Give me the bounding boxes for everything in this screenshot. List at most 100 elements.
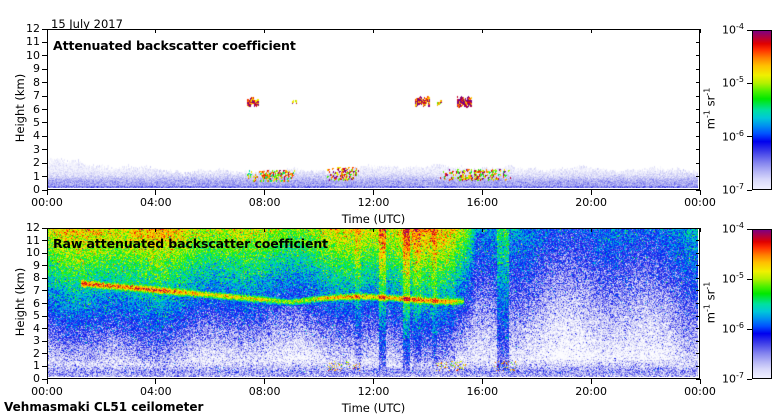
y-tick-right-8 [696,82,700,84]
x-tick-6 [699,190,701,195]
y-tick-6 [42,109,47,110]
y-tick-right-2 [696,353,700,355]
colorbar-tick-label--4: 10-4 [722,22,744,37]
y-tick-9 [42,265,47,267]
y-tick-10 [42,252,47,254]
y-tick-7 [42,95,47,97]
y-tick-9 [42,68,47,70]
y-tick-label-4: 4 [33,321,40,335]
x-tick-label-4: 16:00 [466,196,499,209]
colorbar-tick-label--6: 10-6 [722,128,744,144]
y-tick-5 [42,315,47,317]
colorbar-tick--5 [747,82,752,85]
y-tick-1 [42,176,47,178]
y-tick-7 [42,290,47,292]
y-tick-right-2 [696,162,700,164]
y-tick-right-0 [696,378,700,380]
y-tick-8 [42,82,47,84]
x-tick-top-5 [590,29,592,33]
y-tick-8 [42,277,47,279]
y-tick-right-10 [696,252,700,254]
y-tick-label-7: 7 [33,89,40,103]
x-tick-label-2: 08:00 [248,385,281,398]
x-tick-top-3 [373,29,374,33]
x-tick-top-4 [481,228,483,232]
y-tick-label-3: 3 [33,142,40,156]
panel-attenuated-backscatter [47,29,700,190]
colorbar-bottom [752,229,772,379]
x-tick-top-4 [481,29,483,33]
y-tick-6 [42,303,47,304]
y-tick-3 [42,340,47,342]
y-tick-right-3 [696,149,700,151]
x-tick-label-4: 16:00 [466,385,499,398]
y-tick-2 [42,162,47,164]
panel-raw-attenuated-backscatter [47,228,700,379]
figure-caption: Vehmasmaki CL51 ceilometer [4,400,204,414]
y-tick-0 [42,378,47,380]
y-tick-right-6 [696,109,700,110]
colorbar-tick--6 [747,328,752,330]
x-tick-label-5: 20:00 [575,196,607,209]
panel-title-attenuated-backscatter: Attenuated backscatter coefficient [53,38,296,53]
colorbar-tick--4 [747,29,752,31]
y-tick-label-0: 0 [33,372,40,385]
y-tick-label-2: 2 [33,156,40,170]
x-axis-label-top: Time (UTC) [341,212,406,226]
y-tick-label-3: 3 [33,334,40,348]
y-tick-right-4 [696,328,700,330]
x-tick-label-1: 04:00 [139,196,172,209]
colorbar-tick-label--6: 10-6 [722,321,744,336]
y-tick-label-7: 7 [33,283,40,297]
colorbar-tick-label--4: 10-4 [722,221,744,236]
colorbar-tick--7 [747,378,752,380]
y-tick-right-11 [696,240,700,242]
colorbar-top [752,30,772,190]
y-tick-12 [42,28,47,30]
y-tick-label-6: 6 [33,102,40,116]
x-tick-top-6 [699,228,701,232]
y-tick-label-1: 1 [33,359,40,373]
y-tick-right-1 [696,365,700,367]
x-tick-2 [264,190,266,195]
x-tick-3 [373,379,374,384]
y-tick-label-8: 8 [33,271,40,285]
y-tick-right-5 [696,315,700,317]
x-tick-5 [590,379,592,384]
colorbar-tick--4 [747,228,752,230]
y-tick-5 [42,122,47,124]
y-tick-label-11: 11 [26,35,40,49]
y-tick-right-11 [696,41,700,43]
colorbar-tick-label--7: 10-7 [722,182,744,197]
y-tick-4 [42,135,47,137]
colorbar-tick--7 [747,189,752,191]
panel-title-raw-attenuated-backscatter: Raw attenuated backscatter coefficient [53,236,329,251]
x-tick-label-3: 12:00 [357,196,390,209]
colorbar-tick--5 [747,278,752,280]
y-tick-label-5: 5 [33,115,40,129]
y-tick-10 [42,55,47,57]
x-tick-0 [46,190,48,195]
y-tick-3 [42,149,47,151]
colorbar-tick-label--5: 10-5 [722,75,744,90]
x-tick-label-3: 12:00 [357,385,390,398]
colorbar-tick-label--7: 10-7 [722,371,744,386]
y-tick-label-11: 11 [26,233,40,247]
x-tick-2 [264,379,266,384]
y-tick-label-9: 9 [33,62,40,76]
x-tick-label-6: 00:00 [684,385,716,398]
y-tick-right-8 [696,277,700,279]
x-tick-6 [699,379,701,384]
x-tick-top-3 [373,228,374,232]
y-tick-right-7 [696,290,700,292]
y-tick-label-12: 12 [26,221,40,234]
x-tick-1 [155,190,157,195]
x-tick-3 [373,190,374,195]
x-axis-label-bottom: Time (UTC) [341,401,406,415]
x-tick-top-1 [155,228,157,232]
x-tick-top-1 [155,29,157,33]
y-tick-label-4: 4 [33,129,40,143]
x-tick-label-2: 08:00 [248,196,281,209]
x-tick-label-5: 20:00 [575,385,607,398]
